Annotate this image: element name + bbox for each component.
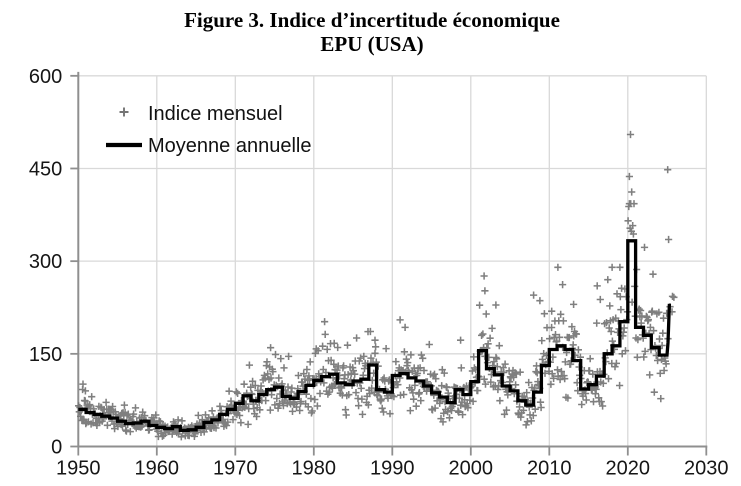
gridlines-layer [78, 75, 707, 447]
annual-average-layer [78, 239, 672, 433]
y-tick-label: 450 [29, 158, 62, 180]
chart-title-group: Figure 3. Indice d’incertitude économiqu… [184, 8, 560, 56]
x-tick-label: 2010 [527, 458, 572, 480]
y-tick-label: 600 [29, 66, 62, 88]
legend-plus-marker-icon [119, 107, 129, 117]
annual-average-line [78, 239, 672, 433]
x-tick-label: 2000 [449, 458, 494, 480]
x-tick-label: 2020 [606, 458, 651, 480]
chart-legend: Indice mensuel Moyenne annuelle [106, 103, 311, 157]
x-tick-label: 1980 [292, 458, 337, 480]
x-tick-label: 1970 [213, 458, 258, 480]
x-tick-label: 1950 [56, 458, 101, 480]
chart-title-line1: Figure 3. Indice d’incertitude économiqu… [184, 8, 560, 32]
y-tick-label: 150 [29, 344, 62, 366]
y-tick-label: 300 [29, 251, 62, 273]
tick-labels-layer: 0 150 300 450 600 1950 1960 1970 1980 1990 2000 201… [29, 66, 729, 480]
x-tick-label: 1960 [135, 458, 180, 480]
legend-label-annual: Moyenne annuelle [148, 135, 311, 157]
scatter-points [75, 130, 678, 441]
axes-layer [70, 71, 708, 456]
y-tick-label: 0 [51, 437, 62, 459]
legend-label-monthly: Indice mensuel [148, 103, 283, 125]
x-tick-label: 2030 [684, 458, 729, 480]
monthly-scatter-layer [75, 130, 678, 441]
x-tick-label: 1990 [370, 458, 415, 480]
chart-title-line2: EPU (USA) [320, 32, 423, 56]
